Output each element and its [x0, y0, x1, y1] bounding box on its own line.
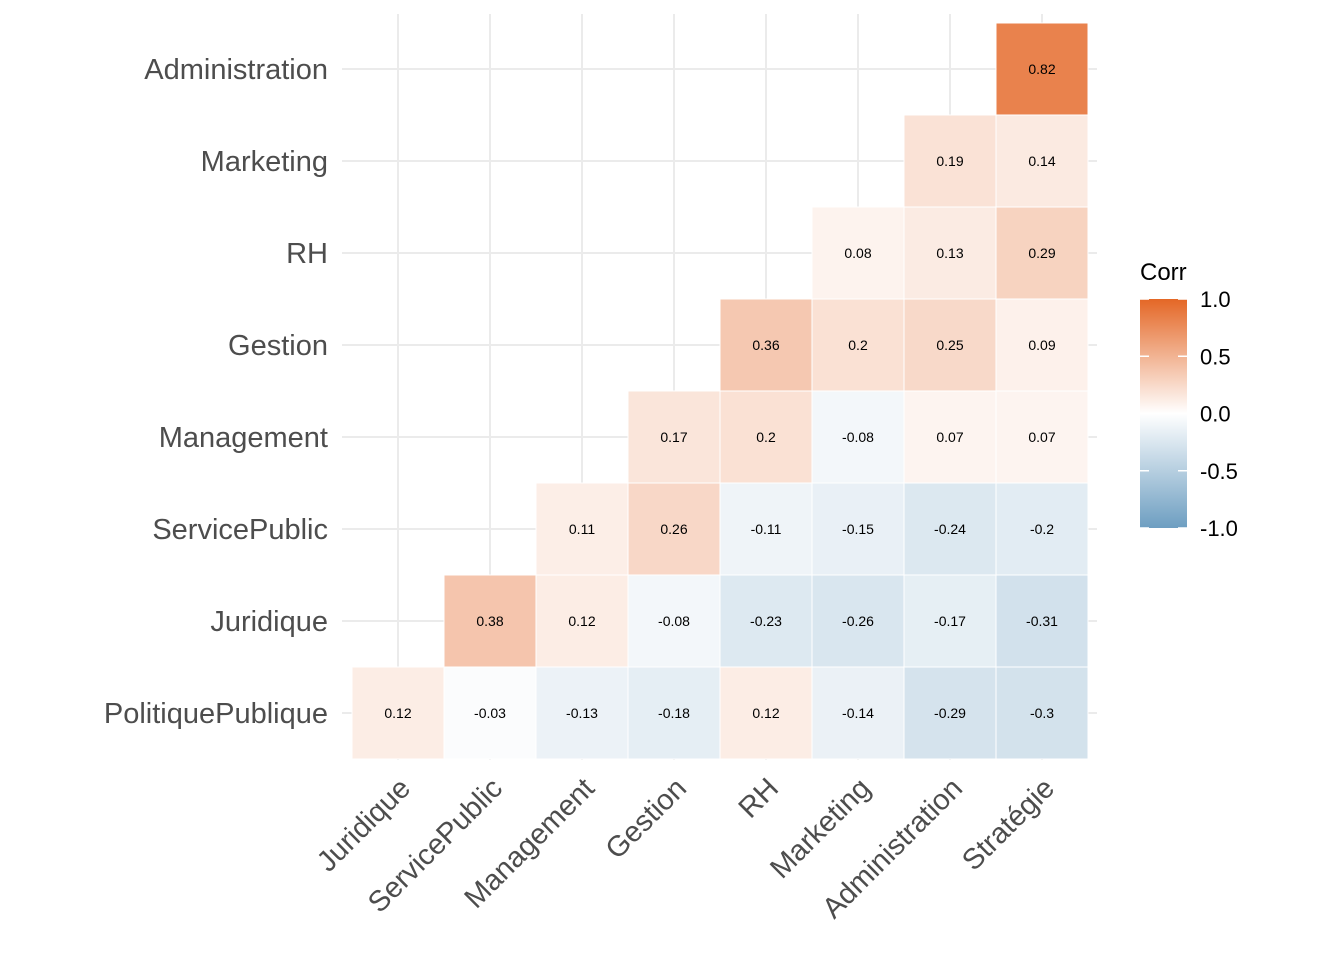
color-legend: Corr 1.0 0.5 0.0 -0.5 -1.0 [1140, 259, 1238, 541]
x-tick-label: Stratégie [956, 772, 1061, 877]
cell-value-label: -0.03 [474, 705, 506, 721]
cell-value-label: 0.36 [752, 337, 779, 353]
cell-value-label: -0.15 [842, 521, 874, 537]
cell-value-label: 0.12 [384, 705, 411, 721]
cell-value-label: 0.2 [756, 429, 776, 445]
legend-tick-label: -0.5 [1200, 459, 1238, 484]
cell-value-label: 0.08 [844, 245, 871, 261]
cell-value-label: -0.08 [842, 429, 874, 445]
cell-value-label: -0.08 [658, 613, 690, 629]
cell-value-label: 0.12 [568, 613, 595, 629]
cell-value-label: -0.11 [751, 521, 782, 537]
cell-value-label: 0.12 [752, 705, 779, 721]
cell-value-label: -0.17 [934, 613, 966, 629]
cell-value-label: 0.09 [1028, 337, 1055, 353]
y-tick-label: Marketing [201, 146, 328, 178]
legend-tick-label: 0.5 [1200, 344, 1231, 369]
cell-value-label: 0.38 [476, 613, 503, 629]
cell-value-label: -0.26 [842, 613, 874, 629]
y-tick-label: RH [286, 238, 328, 270]
x-tick-label: Gestion [600, 772, 693, 865]
y-tick-label: Administration [144, 54, 328, 86]
cell-value-label: -0.13 [566, 705, 598, 721]
cell-value-label: 0.07 [936, 429, 963, 445]
legend-title: Corr [1140, 259, 1187, 286]
cell-value-label: -0.23 [750, 613, 782, 629]
y-tick-label: ServicePublic [152, 514, 328, 546]
cell-value-label: 0.11 [569, 521, 595, 537]
y-tick-label: PolitiquePublique [104, 698, 328, 730]
cell-value-label: 0.07 [1028, 429, 1055, 445]
cell-value-label: 0.25 [936, 337, 963, 353]
x-tick-label: RH [733, 772, 785, 824]
heatmap-cells [352, 23, 1088, 759]
cell-value-label: -0.31 [1026, 613, 1058, 629]
cell-value-label: -0.29 [934, 705, 966, 721]
legend-tick-label: 0.0 [1200, 402, 1231, 427]
cell-value-label: 0.17 [660, 429, 687, 445]
y-tick-label: Gestion [228, 330, 328, 362]
y-tick-label: Juridique [210, 606, 328, 638]
legend-tick-label: -1.0 [1200, 516, 1238, 541]
y-axis-tick-labels: PolitiquePublique Juridique ServicePublic M… [104, 54, 328, 730]
cell-value-label: -0.18 [658, 705, 690, 721]
legend-tick-label: 1.0 [1200, 287, 1231, 312]
cell-value-label: 0.26 [660, 521, 687, 537]
cell-value-label: -0.14 [842, 705, 874, 721]
cell-value-label: 0.19 [936, 153, 963, 169]
cell-value-label: 0.82 [1028, 61, 1055, 77]
cell-value-label: 0.14 [1028, 153, 1055, 169]
cell-value-label: -0.24 [934, 521, 966, 537]
cell-value-label: -0.3 [1030, 705, 1054, 721]
cell-value-label: 0.29 [1028, 245, 1055, 261]
cell-value-label: -0.2 [1030, 521, 1054, 537]
cell-value-label: 0.13 [936, 245, 963, 261]
cell-value-label: 0.2 [848, 337, 868, 353]
y-tick-label: Management [159, 422, 328, 454]
